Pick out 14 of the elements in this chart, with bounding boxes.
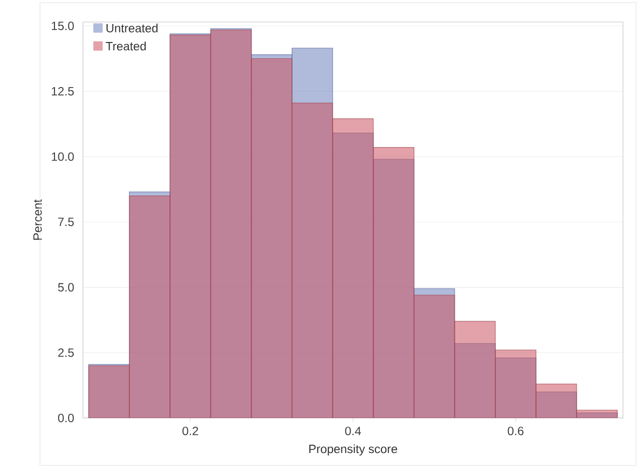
- y-tick-label: 7.5: [58, 218, 74, 226]
- y-tick-label: 0.0: [58, 414, 74, 422]
- y-tick-label: 15.0: [52, 22, 74, 30]
- x-tick-label: 0.6: [508, 426, 524, 436]
- x-tick-label: 0.4: [345, 426, 361, 436]
- y-tick-label: 5.0: [58, 283, 74, 292]
- y-tick-label: 12.5: [52, 87, 74, 96]
- y-tick-label: 2.5: [58, 348, 74, 357]
- y-axis-title: Percent: [33, 199, 42, 240]
- x-tick-label: 0.2: [182, 426, 198, 436]
- x-axis-title: Propensity score: [309, 444, 398, 456]
- legend-label: Treated: [106, 42, 146, 50]
- y-tick-label: 10.0: [52, 152, 74, 161]
- legend-label: Untreated: [106, 24, 158, 32]
